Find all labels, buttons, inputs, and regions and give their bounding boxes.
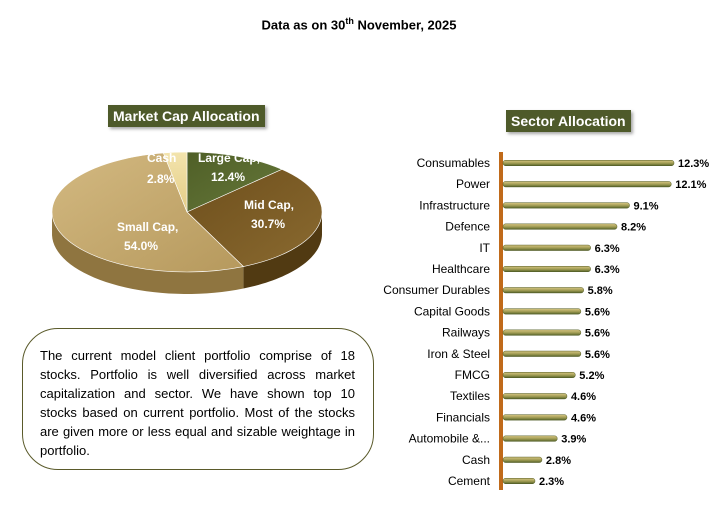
category-label: Cement — [448, 474, 491, 488]
sector-allocation-bar-chart: Consumables 12.3% Power 12.1% Infrastructure… — [383, 152, 709, 490]
mid-cap-value: 30.7% — [251, 217, 285, 231]
small-cap-value: 54.0% — [124, 239, 158, 253]
bar-value-label: 4.6% — [571, 391, 596, 403]
category-label: IT — [479, 241, 490, 255]
pie-slices — [51, 151, 323, 273]
category-label: Defence — [445, 220, 490, 234]
bar-value-label: 5.6% — [585, 306, 610, 318]
market-cap-pie-chart: Large Cap, 12.4% Mid Cap, 30.7% Small Ca… — [51, 151, 323, 294]
page-header: Data as on 30th November, 2025 — [261, 16, 457, 33]
sector-bar — [502, 202, 630, 209]
large-cap-label: Large Cap, — [198, 151, 260, 165]
sector-bar — [502, 329, 582, 336]
small-cap-slice-side — [52, 213, 244, 294]
category-label: Infrastructure — [419, 198, 490, 212]
cash-label: Cash — [147, 151, 176, 165]
cash-value: 2.8% — [147, 172, 175, 186]
small-cap-slice — [51, 152, 244, 273]
bar-value-label: 2.3% — [539, 476, 564, 488]
category-label: Consumer Durables — [383, 283, 490, 297]
sector-bar — [502, 287, 584, 294]
market-cap-title: Market Cap Allocation — [108, 105, 265, 127]
category-label: Capital Goods — [414, 304, 490, 318]
sector-bar — [502, 435, 558, 442]
category-axis — [499, 152, 503, 490]
mid-cap-slice-side — [243, 212, 322, 289]
sector-allocation-title: Sector Allocation — [506, 110, 631, 132]
category-label: Iron & Steel — [427, 347, 490, 361]
category-label: Automobile &... — [409, 432, 490, 446]
sector-bar — [502, 393, 568, 400]
mid-cap-label: Mid Cap, — [244, 198, 294, 212]
bar-value-label: 6.3% — [595, 264, 620, 276]
sector-bar — [502, 266, 591, 272]
bar-value-label: 5.6% — [585, 328, 610, 340]
bar-value-label: 5.6% — [585, 349, 610, 361]
sector-bar — [502, 160, 675, 166]
sector-bar — [502, 308, 582, 315]
bar-value-label: 2.8% — [546, 455, 571, 467]
large-cap-slice — [186, 151, 283, 213]
bar-value-label: 6.3% — [595, 243, 620, 255]
cash-slice — [162, 151, 188, 213]
category-label: Healthcare — [432, 262, 490, 276]
category-label: Railways — [442, 326, 490, 340]
bar-value-label: 12.1% — [675, 179, 706, 191]
small-cap-label: Small Cap, — [117, 220, 178, 234]
sector-bar — [502, 456, 543, 463]
bar-value-label: 9.1% — [634, 200, 659, 212]
bar-value-label: 5.8% — [588, 285, 613, 297]
category-label: Cash — [462, 453, 490, 467]
large-cap-value: 12.4% — [211, 170, 245, 184]
sector-bar — [502, 414, 568, 421]
bar-value-label: 8.2% — [621, 222, 646, 234]
sector-bars: Consumables 12.3% Power 12.1% Infrastructure… — [383, 156, 709, 488]
sector-bar — [502, 181, 672, 188]
category-label: Financials — [436, 410, 490, 424]
bar-value-label: 12.3% — [678, 158, 709, 170]
sector-bar — [502, 372, 576, 378]
sector-bar — [502, 244, 591, 251]
mid-cap-slice — [186, 169, 323, 267]
sector-bar — [502, 350, 582, 357]
sector-bar — [502, 223, 618, 230]
bar-value-label: 5.2% — [579, 370, 604, 382]
pie-side-walls — [52, 212, 322, 294]
category-label: Power — [456, 177, 490, 191]
bar-value-label: 3.9% — [561, 434, 586, 446]
category-label: FMCG — [455, 368, 490, 382]
bar-value-label: 4.6% — [571, 412, 596, 424]
portfolio-summary-box: The current model client portfolio compr… — [22, 328, 374, 470]
category-label: Textiles — [450, 389, 490, 403]
sector-bar — [502, 478, 536, 484]
portfolio-summary-text: The current model client portfolio compr… — [40, 348, 355, 458]
category-label: Consumables — [417, 156, 490, 170]
